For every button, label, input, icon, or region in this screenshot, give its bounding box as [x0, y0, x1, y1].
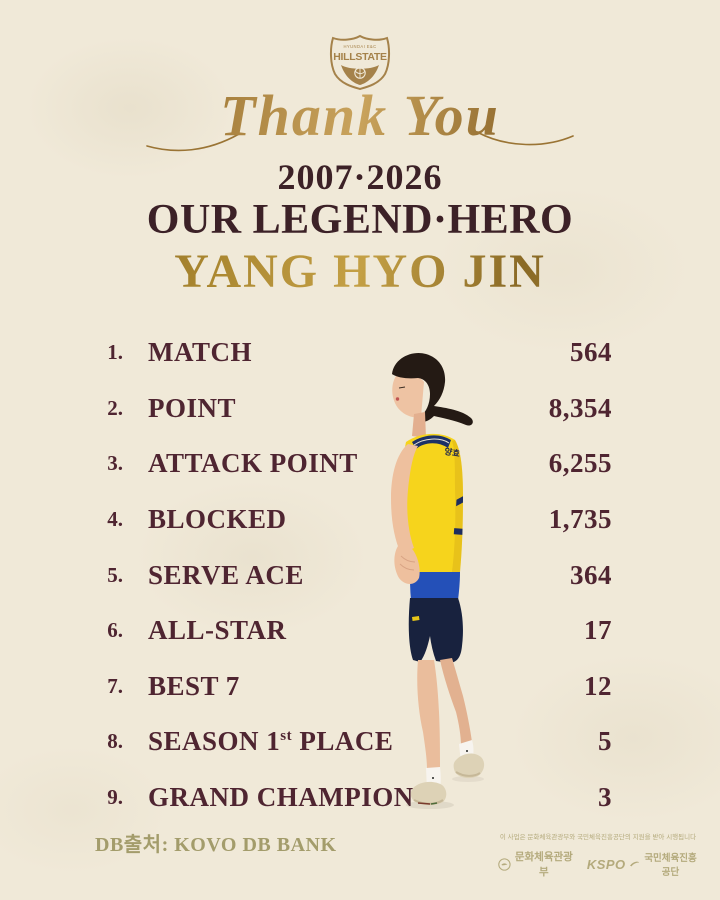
government-support-block: 이 사업은 문화체육관광부와 국민체육진흥공단의 지원을 받아 시행됩니다 문화… — [498, 833, 698, 879]
player-front-leg — [417, 660, 440, 770]
stat-label: SERVE ACE — [148, 559, 304, 590]
stat-value: 564 — [570, 337, 612, 368]
stat-value: 1,735 — [548, 504, 612, 535]
stat-row-point: 2. POINT 8,354 — [95, 381, 612, 437]
stat-rank: 4. — [107, 507, 123, 532]
tagline: OUR LEGEND·HERO — [146, 197, 574, 243]
player-back-leg — [440, 658, 472, 746]
stat-row-all-star: 6. ALL-STAR 17 — [95, 603, 612, 659]
player-collar — [412, 435, 451, 449]
stat-value: 6,255 — [548, 448, 612, 479]
stat-label: GRAND CHAMPION — [148, 782, 414, 813]
stat-rank: 9. — [107, 785, 123, 810]
stat-rank: 8. — [107, 729, 123, 754]
mcst-taegeuk-icon — [498, 857, 511, 871]
stat-label: ALL-STAR — [148, 615, 287, 646]
stat-label-pre: SEASON 1 — [148, 726, 281, 757]
kspo-label: 국민체육진흥공단 — [644, 853, 697, 878]
script-flourish-icon — [146, 131, 574, 152]
kspo-wordmark: KSPO — [586, 856, 626, 872]
script-title: Thank You — [0, 84, 720, 148]
player-front-shoe — [410, 781, 447, 806]
stat-label: SEASON 1st PLACE — [148, 726, 393, 757]
player-jersey — [404, 433, 463, 572]
stat-value: 8,354 — [548, 392, 612, 423]
stat-label: BEST 7 — [148, 670, 240, 701]
db-source-note: DB출처: KOVO DB BANK — [95, 834, 337, 856]
stats-list: 1. MATCH 564 2. POINT 8,354 3. ATTACK PO… — [95, 325, 612, 825]
stat-row-attack-point: 3. ATTACK POINT 6,255 — [95, 436, 612, 492]
hillstate-shield-icon: HYUNDAI E&C HILLSTATE — [329, 34, 391, 91]
ministry-label: 문화체육관광부 — [514, 851, 573, 878]
logo-brand: HILLSTATE — [333, 51, 387, 63]
stat-row-serve-ace: 5. SERVE ACE 364 — [95, 547, 612, 603]
player-face — [392, 372, 424, 418]
stat-row-grand-champion: 9. GRAND CHAMPION 3 — [95, 770, 612, 826]
player-hand — [394, 543, 420, 584]
player-arm — [391, 444, 418, 554]
player-photo: 양효진 14 — [391, 352, 493, 809]
player-shorts — [408, 598, 463, 663]
ministry-logo: 문화체육관광부 — [498, 849, 573, 879]
stat-value: 5 — [598, 726, 612, 757]
stat-rank: 6. — [107, 618, 123, 643]
stat-rank: 5. — [107, 562, 123, 587]
stat-value: 17 — [584, 615, 612, 646]
logo-brand-sub: HYUNDAI E&C — [343, 44, 376, 49]
kspo-logo: KSPO 국민체육진흥공단 — [587, 850, 698, 878]
stat-label-post: PLACE — [292, 726, 394, 757]
stat-value: 12 — [584, 670, 612, 701]
jersey-name: 양효진 — [444, 446, 469, 460]
stat-label: BLOCKED — [148, 504, 287, 535]
stat-row-best7: 7. BEST 7 12 — [95, 659, 612, 715]
stat-value: 364 — [570, 559, 612, 590]
stat-label: ATTACK POINT — [148, 448, 358, 479]
stat-row-match: 1. MATCH 564 — [95, 325, 612, 381]
stat-label-sup: st — [280, 728, 293, 745]
stat-row-season-first-place: 8. SEASON 1st PLACE 5 — [95, 714, 612, 770]
stat-value: 3 — [598, 782, 612, 813]
stat-label: POINT — [148, 392, 237, 423]
player-back-shoe — [453, 753, 485, 779]
player-name: YANG HYO JIN — [0, 245, 720, 299]
hillstate-team-logo: HYUNDAI E&C HILLSTATE — [327, 34, 393, 95]
stat-rank: 2. — [107, 395, 123, 420]
player-jersey-hem — [410, 572, 460, 600]
stat-rank: 1. — [107, 340, 123, 365]
support-note: 이 사업은 문화체육관광부와 국민체육진흥공단의 지원을 받아 시행됩니다 — [499, 834, 697, 841]
stat-rank: 3. — [107, 451, 123, 476]
career-years: 2007·2026 — [277, 157, 443, 197]
kspo-swoosh-icon — [629, 861, 640, 867]
stat-row-blocked: 4. BLOCKED 1,735 — [95, 492, 612, 548]
stat-rank: 7. — [107, 673, 123, 698]
player-hair — [392, 352, 473, 426]
jersey-number: 14 — [449, 480, 493, 551]
stat-label: MATCH — [148, 337, 252, 368]
